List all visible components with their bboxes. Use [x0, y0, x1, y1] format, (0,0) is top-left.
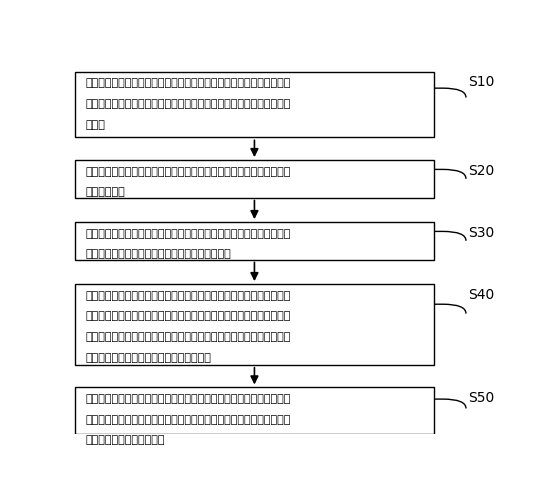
Bar: [75, 160, 434, 198]
Bar: [75, 72, 434, 138]
Text: 参数；: 参数；: [85, 120, 105, 130]
Text: 率偏差方程；: 率偏差方程；: [85, 187, 125, 198]
Text: 基于获取的电力系统的与电源侧对应的惯性参数、与负荷侧对应的惯性: 基于获取的电力系统的与电源侧对应的惯性参数、与负荷侧对应的惯性: [85, 79, 290, 88]
Text: S10: S10: [468, 76, 495, 89]
Text: 频率，确定电力系统的最大相对能量缺额；: 频率，确定电力系统的最大相对能量缺额；: [85, 353, 211, 363]
Text: 基于系统频率偏差方程和获取的电力系统的一次调频投入时间，确定电: 基于系统频率偏差方程和获取的电力系统的一次调频投入时间，确定电: [85, 229, 290, 239]
Text: 惯量补偿设备的惯性参数。: 惯量补偿设备的惯性参数。: [85, 435, 165, 446]
Text: 惯量补偿设备的转动惯量的限定条件，根据所述限定条件确定待设置的: 惯量补偿设备的转动惯量的限定条件，根据所述限定条件确定待设置的: [85, 415, 290, 425]
Text: S20: S20: [468, 164, 494, 178]
Text: 力系统在响应功率扰动时的最高频率或最低频率；: 力系统在响应功率扰动时的最高频率或最低频率；: [85, 249, 231, 260]
Text: 基于电力系统的最大相对能量缺额或最大相对能量余量，确定待设置的: 基于电力系统的最大相对能量缺额或最大相对能量余量，确定待设置的: [85, 394, 290, 404]
Text: 根据获取的电力系统安全运行时的最高频率和所述电力系统在响应功率: 根据获取的电力系统安全运行时的最高频率和所述电力系统在响应功率: [85, 291, 290, 301]
Text: S40: S40: [468, 288, 494, 302]
Bar: [75, 284, 434, 365]
Text: 基于电力系统的等效惯性参数，确定电力系统响应功率扰动时的系统频: 基于电力系统的等效惯性参数，确定电力系统响应功率扰动时的系统频: [85, 167, 290, 177]
Text: 参数和与全部虚拟惯性元件对应的惯性参数，确定电力系统的等效惯性: 参数和与全部虚拟惯性元件对应的惯性参数，确定电力系统的等效惯性: [85, 99, 290, 109]
Bar: [75, 222, 434, 260]
Bar: [75, 387, 434, 434]
Text: 力系统安全运行时的最低频率和所述电力系统在响应功率扰动时的最低: 力系统安全运行时的最低频率和所述电力系统在响应功率扰动时的最低: [85, 332, 290, 342]
Text: 扰动时的最高频率，确定电力系统的最大相对能量余量；根据获取的电: 扰动时的最高频率，确定电力系统的最大相对能量余量；根据获取的电: [85, 311, 290, 322]
Text: S30: S30: [468, 226, 494, 240]
Text: S50: S50: [468, 391, 494, 405]
